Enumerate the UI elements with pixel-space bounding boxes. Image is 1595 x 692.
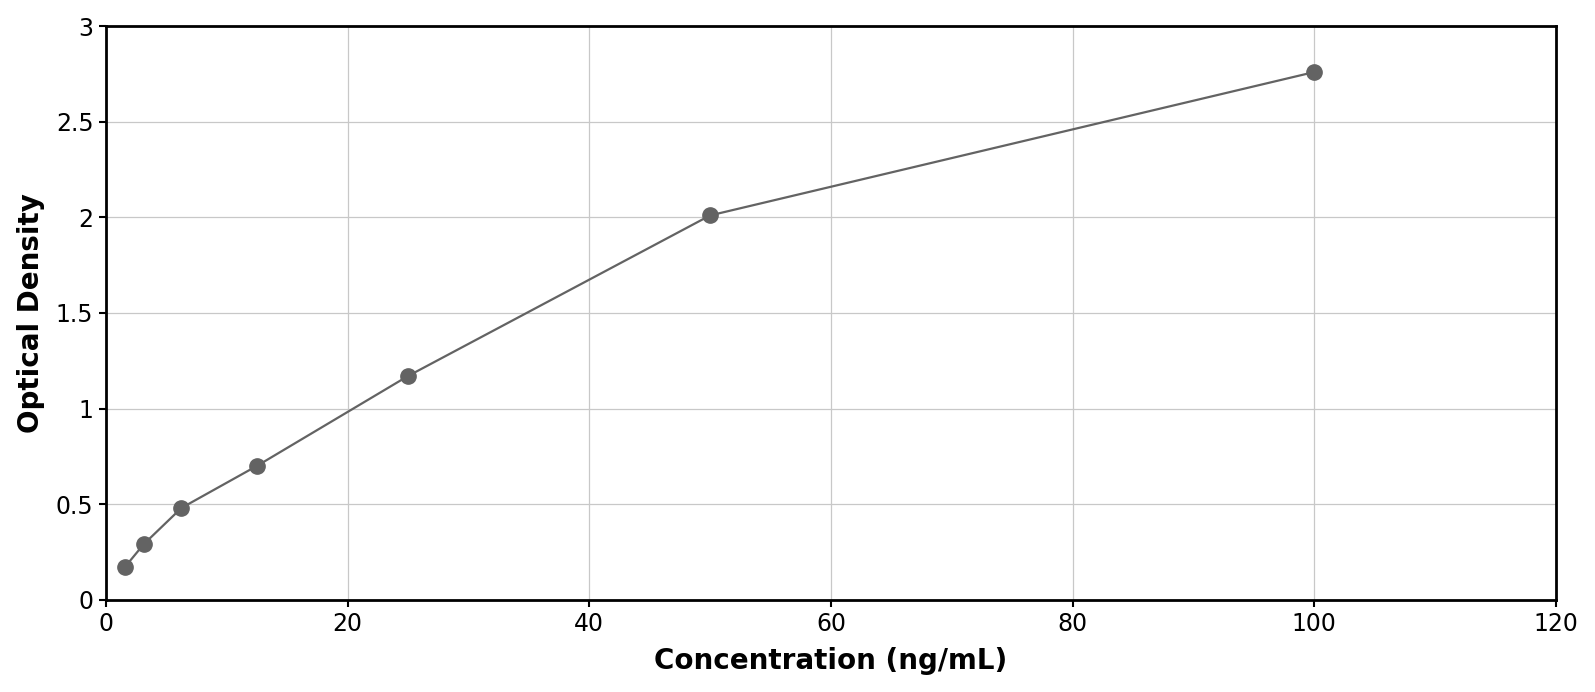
- Point: [131, 539, 156, 550]
- Point: [1302, 66, 1327, 78]
- Point: [169, 502, 195, 513]
- Point: [244, 460, 270, 471]
- Y-axis label: Optical Density: Optical Density: [16, 193, 45, 433]
- X-axis label: Concentration (ng/mL): Concentration (ng/mL): [654, 647, 1008, 675]
- Point: [112, 562, 137, 573]
- Point: [697, 210, 723, 221]
- Point: [396, 370, 421, 381]
